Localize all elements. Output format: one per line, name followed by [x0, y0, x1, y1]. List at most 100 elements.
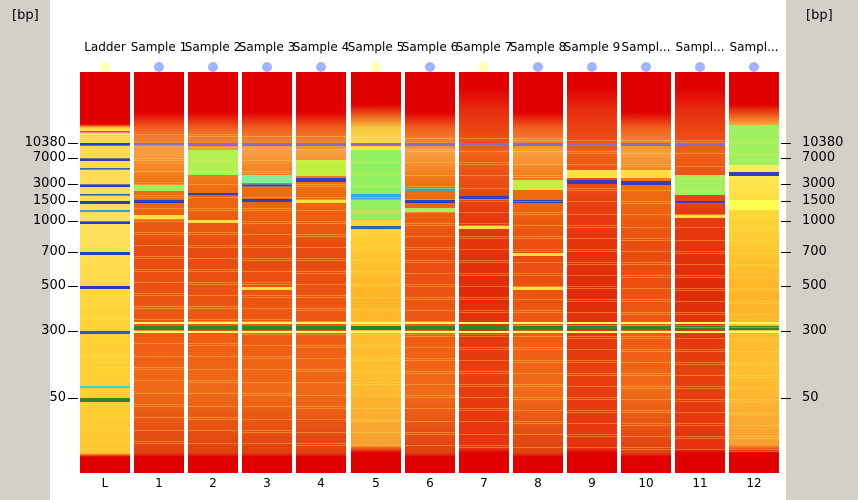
gel-texture-line — [242, 295, 292, 296]
gel-band — [80, 158, 130, 161]
lane-label[interactable]: Sampl... — [675, 40, 725, 54]
gel-band — [459, 196, 509, 199]
lane-label[interactable]: Sampl... — [729, 40, 779, 54]
gel-lane[interactable] — [134, 72, 184, 473]
gel-band — [513, 331, 563, 333]
gel-texture-line — [729, 338, 779, 339]
gel-texture-line — [729, 264, 779, 265]
gel-texture-line — [242, 443, 292, 444]
gel-band — [405, 331, 455, 333]
lane-label[interactable]: Sample 6 — [401, 40, 459, 54]
gel-texture-line — [567, 153, 617, 154]
gel-texture-line — [134, 208, 184, 209]
lane-label[interactable]: Sample 2 — [184, 40, 242, 54]
gel-texture-line — [296, 258, 346, 259]
gel-texture-line — [675, 216, 725, 217]
gel-texture-line — [729, 216, 779, 217]
gel-texture-line — [675, 214, 725, 215]
gel-lane[interactable] — [242, 72, 292, 473]
gel-lane[interactable] — [296, 72, 346, 473]
gel-texture-line — [134, 271, 184, 272]
gel-texture-line — [296, 419, 346, 420]
gel-texture-line — [80, 330, 130, 331]
gel-band — [80, 184, 130, 187]
gel-texture-line — [567, 373, 617, 374]
gel-texture-line — [675, 412, 725, 413]
gel-lane[interactable] — [351, 72, 401, 473]
gel-texture-line — [351, 247, 401, 248]
gel-texture-line — [351, 358, 401, 359]
lane-label[interactable]: Sample 1 — [130, 40, 188, 54]
gel-texture-line — [351, 360, 401, 361]
gel-texture-line — [567, 447, 617, 448]
gel-texture-line — [621, 166, 671, 167]
lane-label[interactable]: Sample 8 — [509, 40, 567, 54]
gel-texture-line — [513, 288, 563, 289]
gel-lane[interactable] — [729, 72, 779, 473]
gel-lane[interactable] — [621, 72, 671, 473]
gel-lane[interactable] — [675, 72, 725, 473]
gel-lane[interactable] — [405, 72, 455, 473]
gel-texture-line — [351, 445, 401, 446]
gel-texture-line — [405, 397, 455, 398]
gel-band — [729, 322, 779, 324]
gel-texture-line — [675, 190, 725, 191]
gel-texture-line — [675, 349, 725, 350]
gel-texture-line — [621, 140, 671, 141]
lane-label[interactable]: Sample 5 — [347, 40, 405, 54]
gel-texture-line — [351, 286, 401, 287]
gel-lane[interactable] — [459, 72, 509, 473]
gel-texture-line — [729, 277, 779, 278]
lane-label[interactable]: Ladder — [84, 40, 126, 54]
gel-texture-line — [296, 371, 346, 372]
gel-texture-line — [296, 234, 346, 235]
gel-texture-line — [405, 373, 455, 374]
gel-texture-line — [80, 232, 130, 233]
gel-texture-line — [134, 145, 184, 146]
gel-texture-line — [242, 245, 292, 246]
gel-texture-line — [621, 449, 671, 450]
gel-texture-line — [80, 145, 130, 146]
gel-texture-line — [567, 238, 617, 239]
gel-texture-line — [405, 334, 455, 335]
left-size-tick-mark — [68, 143, 78, 144]
gel-band — [242, 143, 292, 146]
left-size-tick-mark — [68, 184, 78, 185]
gel-texture-line — [513, 249, 563, 250]
gel-texture-line — [134, 184, 184, 185]
gel-texture-line — [242, 332, 292, 333]
gel-lane[interactable] — [513, 72, 563, 473]
gel-texture-line — [296, 284, 346, 285]
gel-texture-line — [567, 262, 617, 263]
gel-texture-line — [134, 404, 184, 405]
gel-texture-line — [134, 282, 184, 283]
gel-texture-line — [621, 177, 671, 178]
gel-texture-line — [351, 308, 401, 309]
gel-band — [188, 322, 238, 324]
gel-lane[interactable] — [80, 72, 130, 473]
gel-band — [80, 143, 130, 146]
lane-label[interactable]: Sample 9 — [563, 40, 621, 54]
gel-texture-line — [80, 380, 130, 381]
gel-texture-line — [621, 288, 671, 289]
lane-number: 3 — [263, 476, 271, 490]
gel-lane[interactable] — [567, 72, 617, 473]
lane-label[interactable]: Sample 4 — [292, 40, 350, 54]
gel-texture-line — [567, 249, 617, 250]
gel-texture-line — [729, 166, 779, 167]
right-size-tick-mark — [781, 201, 791, 202]
gel-texture-line — [80, 132, 130, 133]
lane-label[interactable]: Sampl... — [621, 40, 671, 54]
gel-texture-line — [729, 192, 779, 193]
lane-label[interactable]: Sample 3 — [238, 40, 296, 54]
gel-texture-line — [729, 388, 779, 389]
lane-status-dot — [316, 62, 326, 72]
gel-texture-line — [296, 321, 346, 322]
gel-texture-line — [513, 312, 563, 313]
gel-texture-line — [729, 288, 779, 289]
lane-label[interactable]: Sample 7 — [455, 40, 513, 54]
gel-lane[interactable] — [188, 72, 238, 473]
gel-texture-line — [621, 203, 671, 204]
gel-texture-line — [567, 251, 617, 252]
gel-texture-line — [459, 349, 509, 350]
